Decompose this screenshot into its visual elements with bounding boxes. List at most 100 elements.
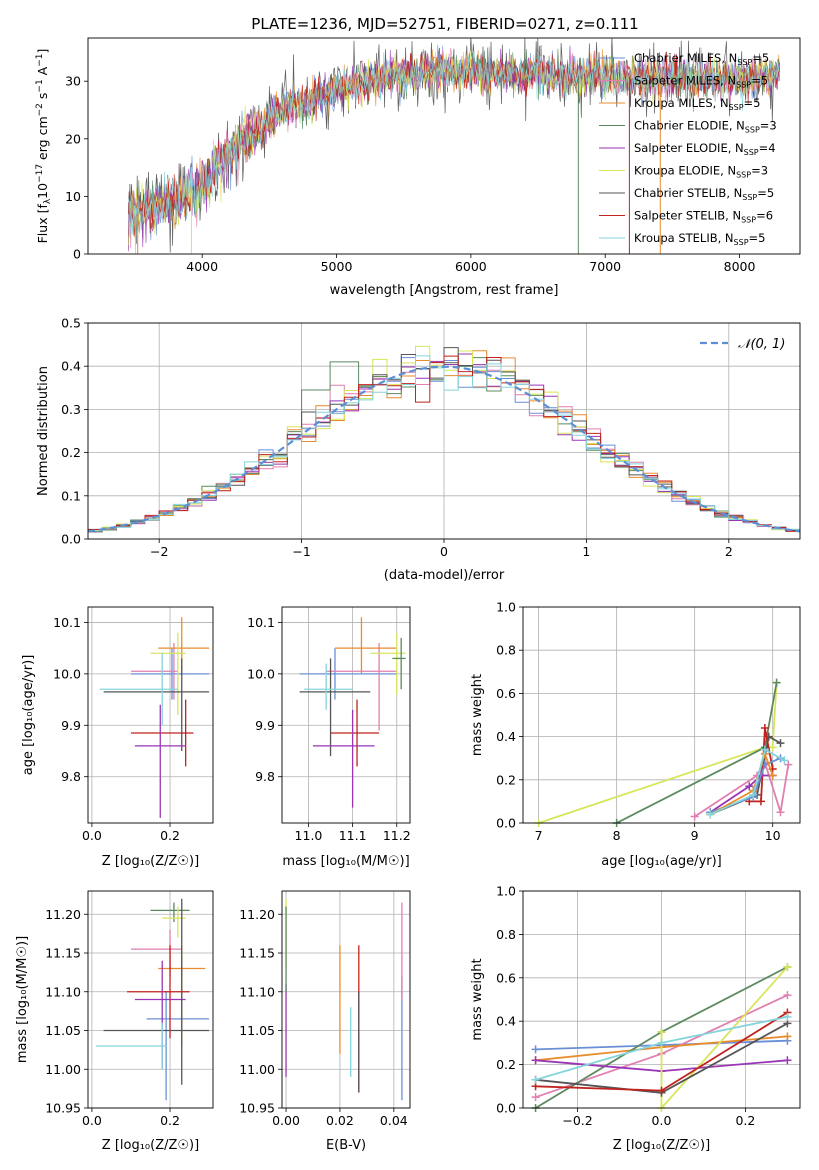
x-tick-label: 7 bbox=[535, 828, 543, 843]
y-tick-label: 0.0 bbox=[496, 1101, 516, 1116]
massweight-point-marker bbox=[531, 1075, 540, 1084]
massweight-point-marker bbox=[783, 1032, 792, 1041]
y-tick-label: 30 bbox=[65, 74, 81, 89]
histogram-y-label: Normed distribution bbox=[36, 366, 51, 496]
massweight-point-marker bbox=[780, 756, 789, 765]
y-tick-label: 0.8 bbox=[496, 927, 516, 942]
y-tick-label: 0.2 bbox=[496, 772, 516, 787]
x-tick-label: 11.2 bbox=[383, 828, 411, 843]
y-tick-label: 0 bbox=[73, 247, 81, 262]
massweight-point-marker bbox=[776, 808, 785, 817]
x-tick-label: 6000 bbox=[455, 259, 487, 274]
legend-entry: Chabrier ELODIE, NSSP=3 bbox=[634, 119, 777, 135]
y-tick-label: 11.10 bbox=[239, 984, 275, 999]
age-vs-metallicity-panel: 0.0 0.2 9.8 9.9 10.0 10.1 Z [log₁₀(Z/Z☉)] age [… bbox=[21, 606, 214, 869]
massweight-point-marker bbox=[690, 812, 699, 821]
y-tick-label: 0.4 bbox=[496, 1014, 516, 1029]
figure-title: PLATE=1236, MJD=52751, FIBERID=0271, z=0… bbox=[251, 15, 638, 33]
massweight-vs-age-panel: 7 8 9 10 0.0 0.2 0.4 0.6 0.8 1.0 age [log₁₀(age/yr… bbox=[470, 600, 801, 869]
massweight-point-marker bbox=[783, 962, 792, 971]
y-tick-label: 0.6 bbox=[496, 970, 516, 985]
y-tick-label: 11.15 bbox=[239, 946, 275, 961]
x-tick-label: 0.00 bbox=[272, 1113, 300, 1128]
massweight-vs-metallicity-panel: −0.2 0.0 0.2 0.0 0.2 0.4 0.6 0.8 1.0 Z [log₁₀(Z/Z… bbox=[470, 884, 801, 1153]
massweight-point-marker bbox=[783, 1012, 792, 1021]
massweight-point-marker bbox=[749, 790, 758, 799]
y-tick-label: 11.10 bbox=[45, 984, 81, 999]
age-z-x-label: Z [log₁₀(Z/Z☉)] bbox=[102, 854, 199, 869]
massweight-point-marker bbox=[531, 1045, 540, 1054]
x-tick-label: 8000 bbox=[724, 259, 756, 274]
y-tick-label: 0.0 bbox=[61, 532, 81, 547]
y-tick-label: 11.00 bbox=[239, 1062, 275, 1077]
x-tick-label: 11.1 bbox=[339, 828, 367, 843]
massweight-point-marker bbox=[760, 745, 769, 754]
massweight-point-marker bbox=[756, 797, 765, 806]
axes-frame bbox=[522, 606, 801, 824]
age-z-y-label: age [log₁₀(age/yr)] bbox=[21, 655, 36, 776]
axes-frame bbox=[87, 606, 214, 824]
spectrum-series-line bbox=[128, 46, 780, 254]
y-tick-label: 10.0 bbox=[53, 666, 81, 681]
mw-z-y-label: mass weight bbox=[470, 958, 485, 1040]
y-tick-label: 10 bbox=[65, 189, 81, 204]
legend-entry: Salpeter MILES, NSSP=5 bbox=[634, 74, 768, 90]
x-tick-label: 11.0 bbox=[295, 828, 323, 843]
axes-frame bbox=[281, 890, 411, 1109]
legend-entry: Kroupa MILES, NSSP=5 bbox=[634, 96, 760, 112]
y-tick-label: 0.8 bbox=[496, 643, 516, 658]
spectrum-x-label: wavelength [Angstrom, rest frame] bbox=[330, 283, 559, 298]
x-tick-label: −0.2 bbox=[562, 1113, 592, 1128]
axes-frame bbox=[87, 322, 801, 540]
y-tick-label: 11.20 bbox=[45, 907, 81, 922]
legend-entry: Kroupa ELODIE, NSSP=3 bbox=[634, 164, 768, 180]
legend-entry: Salpeter ELODIE, NSSP=4 bbox=[634, 141, 776, 157]
massweight-point-marker bbox=[531, 1056, 540, 1065]
y-tick-label: 0.1 bbox=[61, 488, 81, 503]
massweight-point-marker bbox=[657, 1028, 666, 1037]
mass-z-y-label: mass [log₁₀(M/M☉)] bbox=[15, 936, 30, 1063]
massweight-point-marker bbox=[768, 743, 777, 752]
spectrum-panel: 4000 5000 6000 7000 8000 0 10 20 30 wavelength [A… bbox=[35, 37, 801, 298]
y-tick-label: 11.15 bbox=[45, 946, 81, 961]
y-tick-label: 0.4 bbox=[61, 359, 81, 374]
x-tick-label: 0.0 bbox=[652, 1113, 672, 1128]
x-tick-label: 10 bbox=[765, 828, 781, 843]
legend-entry: Chabrier STELIB, NSSP=5 bbox=[634, 186, 774, 202]
x-tick-label: −1 bbox=[292, 544, 310, 559]
y-tick-label: 0.6 bbox=[496, 686, 516, 701]
axes-frame bbox=[87, 890, 214, 1109]
age-mass-x-label: mass [log₁₀(M/M☉)] bbox=[282, 854, 409, 869]
y-tick-label: 10.1 bbox=[53, 615, 81, 630]
axes-frame bbox=[522, 890, 801, 1109]
y-tick-label: 0.0 bbox=[496, 816, 516, 831]
age-vs-mass-panel: 11.0 11.1 11.2 9.8 9.9 10.0 10.1 mass [log₁₀(M/… bbox=[247, 606, 411, 869]
mass-vs-metallicity-panel: 0.0 0.2 10.95 11.00 11.05 11.10 11.15 11.20 Z [l… bbox=[15, 890, 214, 1153]
histogram-x-label: (data-model)/error bbox=[384, 568, 505, 583]
x-tick-label: 0.04 bbox=[380, 1113, 408, 1128]
x-tick-label: 0.2 bbox=[735, 1113, 755, 1128]
y-tick-label: 9.9 bbox=[255, 718, 275, 733]
x-tick-label: 0.2 bbox=[160, 1113, 180, 1128]
y-tick-label: 11.05 bbox=[45, 1023, 81, 1038]
spectrum-y-label: Flux [fλ10−17 erg cm−2 s−1 A−1] bbox=[35, 49, 53, 244]
y-tick-label: 0.3 bbox=[61, 402, 81, 417]
mass-vs-ebv-panel: 0.00 0.02 0.04 10.95 11.00 11.05 11.10 11.15 11.… bbox=[239, 890, 411, 1153]
axes-frame bbox=[87, 37, 801, 255]
massweight-point-marker bbox=[657, 1086, 666, 1095]
massweight-series-line bbox=[709, 748, 785, 816]
mw-z-x-label: Z [log₁₀(Z/Z☉)] bbox=[613, 1138, 710, 1153]
massweight-point-marker bbox=[783, 1056, 792, 1065]
mw-age-y-label: mass weight bbox=[470, 674, 485, 756]
x-tick-label: 1 bbox=[582, 544, 590, 559]
y-tick-label: 0.4 bbox=[496, 729, 516, 744]
y-tick-label: 10.1 bbox=[247, 615, 275, 630]
y-tick-label: 1.0 bbox=[496, 884, 516, 899]
massweight-point-marker bbox=[784, 760, 793, 769]
x-tick-label: 7000 bbox=[589, 259, 621, 274]
x-tick-label: 0.0 bbox=[82, 828, 102, 843]
massweight-point-marker bbox=[783, 991, 792, 1000]
y-tick-label: 0.5 bbox=[61, 316, 81, 331]
x-tick-label: 0.02 bbox=[326, 1113, 354, 1128]
massweight-series-line bbox=[709, 774, 773, 813]
